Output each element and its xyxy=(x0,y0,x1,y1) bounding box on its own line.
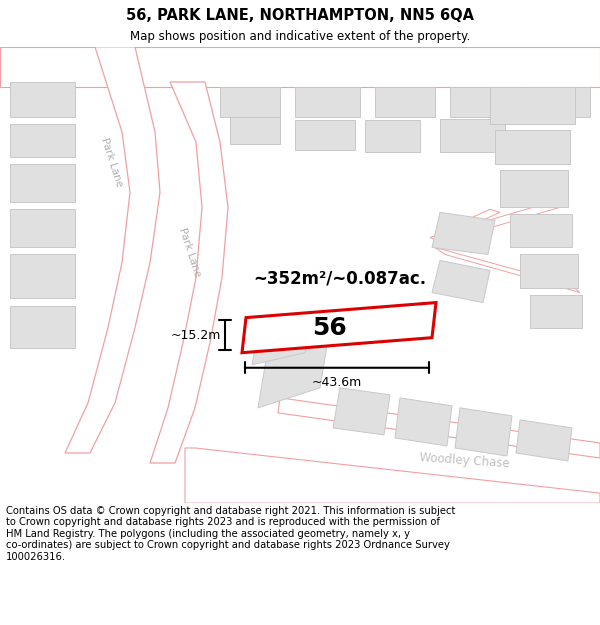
Text: 56: 56 xyxy=(311,316,346,339)
Polygon shape xyxy=(495,130,570,164)
Text: Contains OS data © Crown copyright and database right 2021. This information is : Contains OS data © Crown copyright and d… xyxy=(6,506,455,562)
Polygon shape xyxy=(450,87,515,117)
Polygon shape xyxy=(333,388,390,435)
Polygon shape xyxy=(278,398,600,458)
Polygon shape xyxy=(365,120,420,152)
Polygon shape xyxy=(440,119,505,152)
Text: ~15.2m: ~15.2m xyxy=(170,329,221,342)
Polygon shape xyxy=(220,87,280,117)
Polygon shape xyxy=(258,328,330,408)
Polygon shape xyxy=(150,82,228,463)
Polygon shape xyxy=(375,87,435,117)
Polygon shape xyxy=(432,213,495,254)
Text: Woodley Chase: Woodley Chase xyxy=(419,451,511,471)
Text: Park Lane: Park Lane xyxy=(100,136,125,188)
Polygon shape xyxy=(520,254,578,288)
Text: Map shows position and indicative extent of the property.: Map shows position and indicative extent… xyxy=(130,31,470,44)
Polygon shape xyxy=(510,214,572,248)
Polygon shape xyxy=(10,209,75,248)
Polygon shape xyxy=(530,294,582,328)
Polygon shape xyxy=(230,117,280,144)
Polygon shape xyxy=(10,306,75,348)
Polygon shape xyxy=(242,302,436,352)
Text: ~352m²/~0.087ac.: ~352m²/~0.087ac. xyxy=(253,269,427,288)
Polygon shape xyxy=(10,82,75,117)
Polygon shape xyxy=(295,87,360,117)
Polygon shape xyxy=(10,164,75,202)
Polygon shape xyxy=(430,202,560,242)
Text: 56, PARK LANE, NORTHAMPTON, NN5 6QA: 56, PARK LANE, NORTHAMPTON, NN5 6QA xyxy=(126,8,474,23)
Text: Park Lane: Park Lane xyxy=(178,227,203,278)
Polygon shape xyxy=(295,120,355,150)
Polygon shape xyxy=(455,408,512,456)
Polygon shape xyxy=(0,47,600,87)
Polygon shape xyxy=(435,209,500,238)
Polygon shape xyxy=(10,124,75,157)
Polygon shape xyxy=(252,318,310,365)
Polygon shape xyxy=(530,87,590,117)
Polygon shape xyxy=(516,420,572,461)
Polygon shape xyxy=(185,448,600,503)
Polygon shape xyxy=(432,261,490,302)
Polygon shape xyxy=(435,248,580,292)
Polygon shape xyxy=(490,87,575,124)
Polygon shape xyxy=(65,47,160,453)
Text: ~43.6m: ~43.6m xyxy=(312,376,362,389)
Polygon shape xyxy=(395,398,452,446)
Polygon shape xyxy=(500,170,568,208)
Polygon shape xyxy=(10,254,75,298)
